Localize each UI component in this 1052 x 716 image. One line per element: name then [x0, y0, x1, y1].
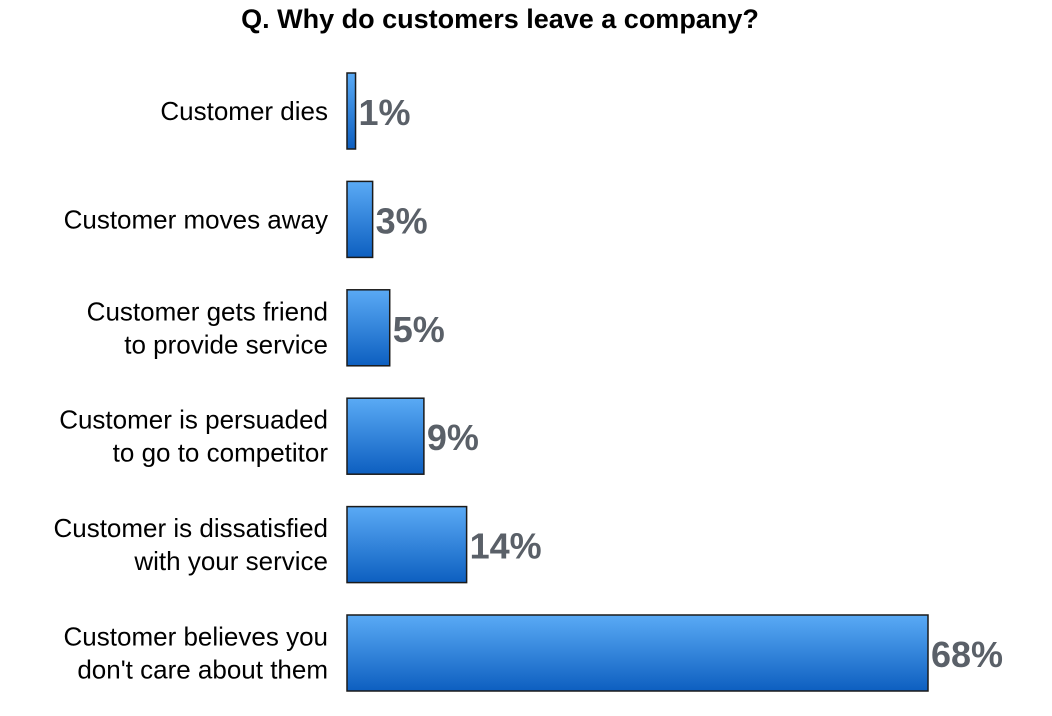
category-label: Customer believes you	[64, 622, 328, 652]
category-label: with your service	[133, 546, 328, 576]
bar	[346, 180, 374, 259]
category-label: Customer is dissatisfied	[53, 513, 328, 543]
value-label: 3%	[376, 200, 428, 241]
category-label: to go to competitor	[113, 438, 329, 468]
category-label: Customer dies	[160, 96, 328, 126]
bar	[346, 289, 391, 367]
category-label: Customer moves away	[64, 204, 328, 234]
chart-title: Q. Why do customers leave a company?	[241, 4, 759, 34]
value-label: 1%	[359, 92, 411, 133]
value-label: 68%	[931, 634, 1003, 675]
bar	[346, 72, 357, 150]
category-label: don't care about them	[77, 655, 328, 685]
category-label: Customer gets friend	[87, 296, 328, 326]
value-labels: 1% 3% 5% 9% 14% 68%	[359, 92, 1004, 675]
value-label: 14%	[470, 526, 542, 567]
category-label: to provide service	[124, 329, 328, 359]
bar	[346, 505, 468, 584]
bar	[346, 397, 425, 475]
category-labels: Customer dies Customer moves away Customer…	[53, 96, 328, 685]
category-label: Customer is persuaded	[59, 405, 328, 435]
bars-layer	[346, 72, 929, 692]
value-label: 9%	[427, 417, 479, 458]
bar	[346, 614, 929, 692]
value-label: 5%	[393, 309, 445, 350]
